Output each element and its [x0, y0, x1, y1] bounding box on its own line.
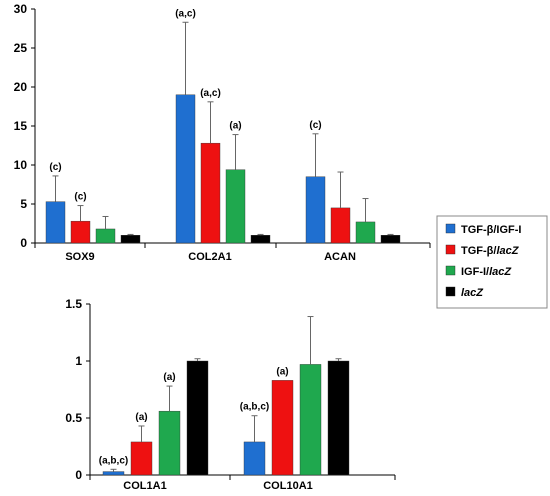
legend-swatch — [445, 244, 456, 255]
bar — [70, 220, 91, 244]
significance-label: (a) — [229, 121, 241, 132]
bar — [95, 228, 116, 244]
significance-label: (c) — [309, 120, 321, 131]
y-tick-label: 30 — [14, 2, 28, 16]
significance-label: (a,c) — [175, 8, 196, 19]
bar — [380, 234, 401, 244]
bar — [355, 221, 376, 244]
bar — [271, 380, 294, 476]
significance-label: (a) — [276, 366, 288, 377]
bar — [200, 142, 221, 244]
chart-bottom: 0 0.5 1 1.5 (a,b,c) (a) (a) COL1A1 (a,b,c) (a) COL… — [65, 297, 396, 492]
y-tick-label: 1 — [75, 354, 82, 368]
bar — [305, 176, 326, 244]
legend-label-suffix: lacZ — [461, 287, 484, 299]
category-label: ACAN — [324, 251, 356, 263]
y-tick-label: 5 — [20, 197, 27, 211]
bar — [243, 441, 266, 476]
bar — [130, 441, 153, 476]
bar — [45, 201, 66, 244]
y-tick-label: 0 — [75, 468, 82, 482]
category-label: COL2A1 — [188, 251, 231, 263]
bar — [225, 169, 246, 244]
significance-label: (c) — [74, 192, 86, 203]
y-tick-label: 0 — [20, 236, 27, 250]
significance-label: (a) — [163, 372, 175, 383]
significance-label: (c) — [49, 162, 61, 173]
y-tick-label: 0.5 — [65, 411, 82, 425]
legend-label: TGF-β/lacZ — [461, 245, 520, 257]
bar — [299, 364, 322, 476]
significance-label: (a,b,c) — [99, 455, 128, 466]
significance-label: (a,c) — [200, 88, 221, 99]
chart-top: 0 5 10 15 20 25 30 (c) (c) SOX9 (a,c) (a,c) (a) COL2A… — [14, 2, 431, 263]
bar — [327, 360, 350, 476]
significance-label: (a) — [135, 412, 147, 423]
category-label: COL1A1 — [123, 480, 166, 492]
legend-label-prefix: TGF-β/IGF-I — [461, 224, 521, 236]
category-label: COL10A1 — [263, 480, 313, 492]
legend-box — [436, 215, 548, 309]
legend-label: TGF-β/IGF-I — [461, 224, 521, 236]
y-tick-label: 25 — [14, 41, 28, 55]
legend-swatch — [445, 223, 456, 234]
bar — [120, 234, 141, 244]
category-label: SOX9 — [65, 251, 94, 263]
y-tick-label: 20 — [14, 80, 28, 94]
legend-label-suffix: lacZ — [489, 266, 512, 278]
bar — [330, 207, 351, 244]
y-tick-label: 15 — [14, 119, 28, 133]
y-tick-label: 10 — [14, 158, 28, 172]
bar — [175, 94, 196, 244]
legend-label: lacZ — [461, 287, 484, 299]
bar — [186, 360, 209, 476]
legend-swatch — [445, 265, 456, 276]
legend-swatch — [445, 286, 456, 297]
bar — [158, 410, 181, 476]
significance-label: (a,b,c) — [240, 402, 269, 413]
legend-label: IGF-I/lacZ — [461, 266, 512, 278]
legend-label-prefix: IGF-I/ — [461, 266, 489, 278]
legend-label-prefix: TGF-β/ — [461, 245, 496, 257]
legend-label-suffix: lacZ — [496, 245, 519, 257]
bar — [102, 471, 125, 476]
y-tick-label: 1.5 — [65, 297, 82, 311]
bar — [250, 234, 271, 244]
